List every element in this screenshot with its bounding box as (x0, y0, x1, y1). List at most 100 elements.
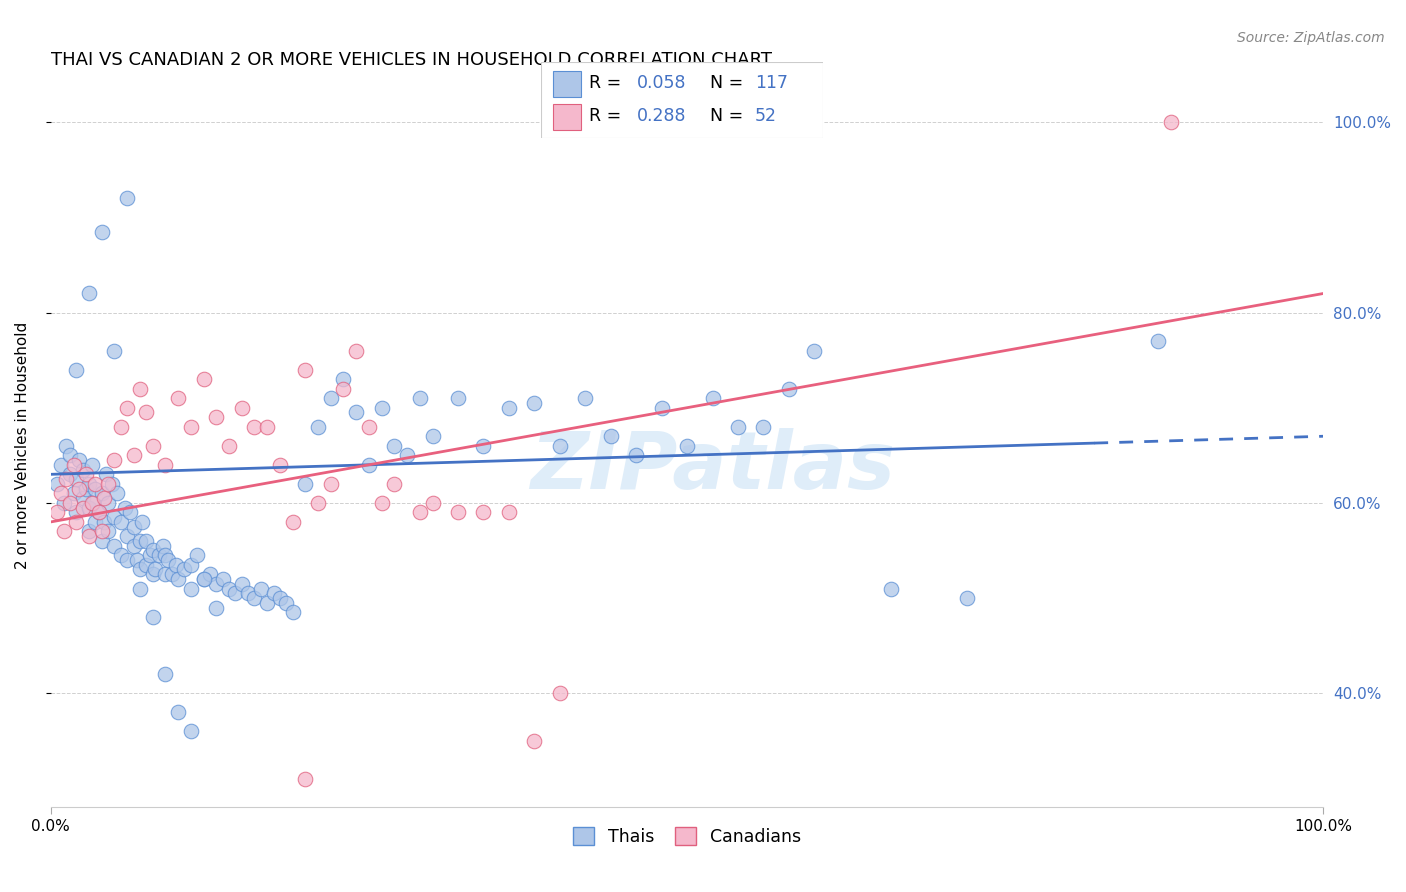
Point (80, 496, 103, 510)
Point (422, 496, 444, 510)
Point (332, 372, 354, 386)
Point (59, 496, 82, 510)
Point (101, 476, 124, 491)
Point (193, 572, 215, 586)
FancyBboxPatch shape (541, 62, 823, 138)
Point (89, 505, 111, 519)
Point (276, 596, 298, 610)
Point (193, 372, 215, 386)
Point (307, 419, 329, 434)
Point (548, 686, 571, 700)
Point (1160, 115, 1182, 129)
Point (344, 405, 367, 419)
Point (77, 500, 100, 515)
Point (231, 576, 253, 591)
Point (103, 343, 125, 358)
Text: 0.288: 0.288 (637, 107, 686, 125)
Point (135, 558, 157, 572)
Point (127, 553, 149, 567)
Point (110, 515, 132, 529)
Point (142, 439, 165, 453)
Point (72, 500, 94, 515)
Point (498, 401, 520, 415)
Point (357, 458, 380, 472)
Point (231, 401, 253, 415)
Point (167, 705, 190, 719)
Point (139, 548, 162, 562)
Point (72, 491, 94, 505)
Point (114, 500, 136, 515)
Point (956, 591, 979, 605)
Point (256, 596, 278, 610)
Point (384, 476, 406, 491)
Point (49, 486, 72, 500)
Point (1147, 334, 1170, 348)
Point (243, 591, 266, 605)
Point (135, 405, 157, 419)
Point (46, 476, 69, 491)
Point (218, 582, 240, 596)
Point (65, 515, 87, 529)
Point (84, 482, 107, 496)
Point (156, 553, 179, 567)
Point (142, 543, 165, 558)
Point (94, 467, 117, 482)
Point (752, 419, 775, 434)
Text: ZIPatlas: ZIPatlas (530, 428, 896, 507)
Point (115, 191, 138, 205)
Point (498, 505, 520, 519)
Point (332, 382, 354, 396)
Point (62, 486, 84, 500)
Point (115, 401, 138, 415)
Text: Source: ZipAtlas.com: Source: ZipAtlas.com (1237, 31, 1385, 45)
Bar (553, 104, 581, 130)
Legend: Thais, Canadians: Thais, Canadians (567, 821, 808, 853)
Point (77, 476, 100, 491)
Point (472, 439, 495, 453)
Point (205, 576, 228, 591)
Point (59, 448, 82, 462)
Point (186, 548, 208, 562)
Point (198, 567, 221, 582)
Point (205, 410, 228, 425)
Point (122, 448, 145, 462)
Point (167, 572, 190, 586)
Point (67, 453, 90, 467)
Point (422, 429, 444, 443)
Point (803, 343, 825, 358)
Point (93, 515, 115, 529)
Point (155, 567, 177, 582)
Text: R =: R = (589, 107, 627, 125)
Point (118, 505, 141, 519)
Point (97, 476, 120, 491)
Point (82, 496, 104, 510)
Point (90, 225, 112, 239)
Point (778, 382, 800, 396)
Point (370, 496, 392, 510)
Point (180, 724, 202, 739)
Point (344, 343, 367, 358)
Point (65, 362, 87, 376)
Point (105, 486, 128, 500)
Point (155, 667, 177, 681)
Text: N =: N = (710, 107, 749, 125)
Point (110, 548, 132, 562)
Point (90, 524, 112, 539)
Point (65, 472, 87, 486)
Point (523, 396, 546, 410)
Point (281, 515, 304, 529)
Point (103, 510, 125, 524)
Point (384, 439, 406, 453)
Point (702, 391, 724, 405)
Point (249, 582, 271, 596)
Point (55, 472, 77, 486)
Text: THAI VS CANADIAN 2 OR MORE VEHICLES IN HOUSEHOLD CORRELATION CHART: THAI VS CANADIAN 2 OR MORE VEHICLES IN H… (51, 51, 772, 69)
Point (65, 505, 87, 519)
Point (269, 458, 291, 472)
Point (180, 558, 202, 572)
Point (523, 733, 546, 747)
Text: 52: 52 (755, 107, 778, 125)
Point (447, 505, 470, 519)
Point (218, 439, 240, 453)
Point (180, 582, 202, 596)
